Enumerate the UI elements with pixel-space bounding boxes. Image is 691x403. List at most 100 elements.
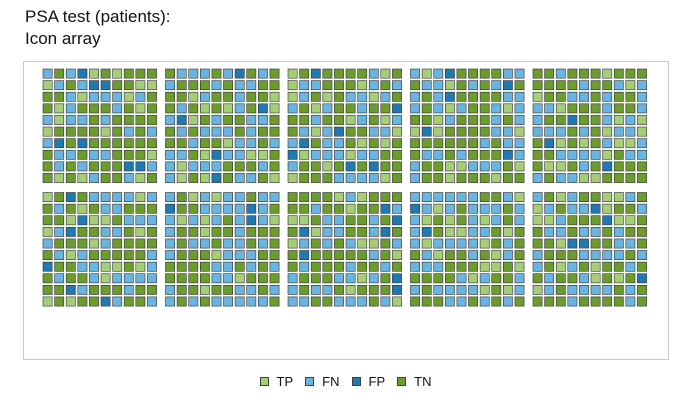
icon-tn [602,238,613,249]
icon-fp [135,161,146,172]
icon-fn [77,161,88,172]
icon-fn [602,91,613,102]
icon-tn [544,261,555,272]
icon-fn [54,80,65,91]
icon-tn [555,203,566,214]
icon-fp [299,250,310,260]
icon-tn [544,250,555,260]
icon-fn [147,192,157,202]
icon-tn [468,173,478,183]
icon-tn [479,103,490,114]
icon-tn [392,91,402,102]
icon-fn [514,285,525,295]
icon-tn [299,273,310,284]
icon-tn [357,250,368,260]
icon-fp [299,227,310,237]
icon-tn [590,68,601,79]
icon-fn [479,227,490,237]
icon-fn [258,115,268,125]
icon-tp [479,215,490,226]
icon-fn [456,149,467,160]
icon-tn [42,250,53,260]
icon-fp [602,161,613,172]
icon-tn [258,126,268,137]
icon-tn [345,227,356,237]
icon-tp [502,285,513,295]
icon-tn [579,261,589,272]
icon-fn [287,138,298,149]
icon-tp [200,285,210,295]
icon-fn [613,227,624,237]
icon-fp [392,103,402,114]
icon-fp [89,80,99,91]
icon-tp [637,126,647,137]
icon-fn [567,296,578,307]
icon-tp [258,149,268,160]
icon-tn [165,273,175,284]
icon-tn [147,103,157,114]
icon-fn [502,296,513,307]
icon-tn [468,115,478,125]
icon-tn [188,103,199,114]
legend-item-fn: FN [305,374,340,389]
icon-tp [602,203,613,214]
icon-fp [299,138,310,149]
icon-tn [65,273,76,284]
icon-fn [491,203,502,214]
icon-tn [65,203,76,214]
icon-fp [123,161,134,172]
icon-tn [211,103,222,114]
icon-tp [100,215,111,226]
legend-swatch-tn [397,376,407,386]
icon-tn [392,192,402,202]
icon-fn [532,126,543,137]
icon-fn [444,238,455,249]
icon-tn [502,115,513,125]
icon-tn [147,138,157,149]
icon-tn [590,238,601,249]
icon-tn [89,103,99,114]
icon-tn [310,261,321,272]
icon-fn [368,215,379,226]
icon-tp [444,227,455,237]
icon-tp [444,161,455,172]
legend-label-tn: TN [414,373,432,389]
icon-tn [532,68,543,79]
icon-tn [479,126,490,137]
icon-tn [211,285,222,295]
icon-fp [590,203,601,214]
icon-tn [246,91,257,102]
icon-tp [444,103,455,114]
icon-fn [345,173,356,183]
icon-fn [258,68,268,79]
icon-tn [322,173,333,183]
icon-tn [456,80,467,91]
icon-tn [444,261,455,272]
icon-tp [135,173,146,183]
icon-fn [89,149,99,160]
icon-tn [421,161,432,172]
icon-tp [112,261,123,272]
icon-tn [637,68,647,79]
icon-fn [322,238,333,249]
icon-fn [77,285,88,295]
icon-fn [491,103,502,114]
icon-fn [532,192,543,202]
icon-tn [135,203,146,214]
icon-fn [380,91,391,102]
icon-tp [491,261,502,272]
icon-fn [269,261,280,272]
icon-tn [392,68,402,79]
icon-fn [613,126,624,137]
icon-tp [602,68,613,79]
icon-tn [555,285,566,295]
icon-fn [637,149,647,160]
icon-tn [176,80,187,91]
icon-fn [567,261,578,272]
icon-tn [502,173,513,183]
icon-tn [299,115,310,125]
icon-fn [368,227,379,237]
icon-tn [357,285,368,295]
icon-tn [579,68,589,79]
icon-fn [246,138,257,149]
